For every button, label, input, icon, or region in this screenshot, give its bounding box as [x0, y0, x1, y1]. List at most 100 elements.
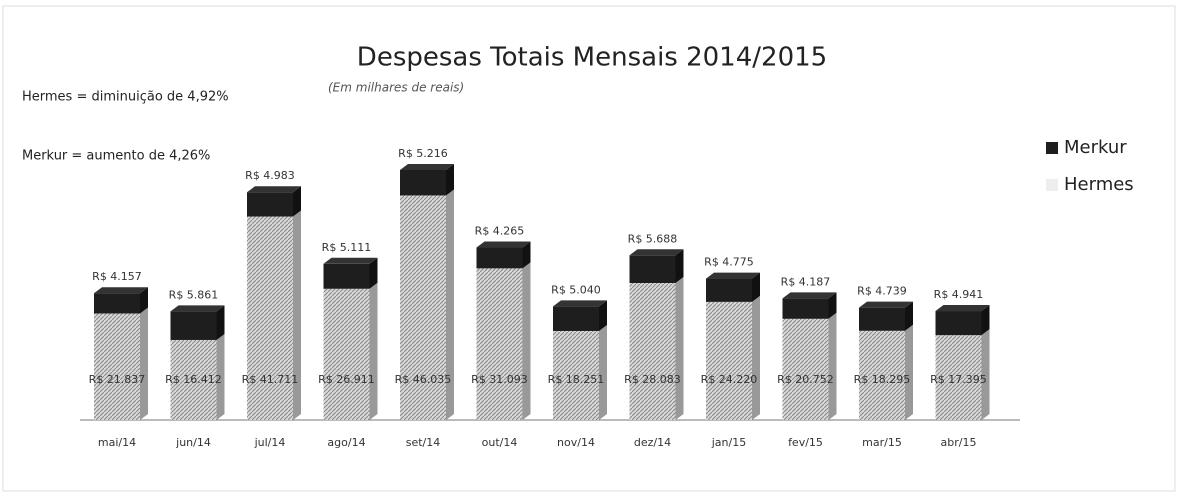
bar-top	[400, 164, 454, 170]
bar	[629, 255, 676, 284]
bar-side	[522, 262, 531, 420]
bar	[782, 318, 829, 420]
bar-top	[94, 287, 148, 294]
bar-side	[599, 324, 607, 420]
x-tick-label: mai/14	[98, 436, 136, 449]
legend-label: Merkur	[1064, 137, 1127, 158]
data-label: R$ 4.941	[934, 288, 984, 301]
bar-side	[828, 292, 837, 319]
data-label: R$ 5.216	[398, 147, 448, 160]
bar-top	[935, 305, 990, 312]
bar-side	[140, 307, 148, 420]
bar	[782, 298, 829, 319]
bar	[629, 283, 676, 420]
bar	[323, 288, 370, 420]
bar	[94, 293, 140, 314]
chart-title: Despesas Totais Mensais 2014/2015	[357, 43, 827, 73]
bar-side	[828, 312, 837, 420]
bar-side	[522, 241, 531, 269]
bar-top	[859, 301, 913, 308]
bar	[935, 311, 982, 336]
bar-side	[293, 210, 301, 420]
x-tick-label: fev/15	[788, 436, 823, 449]
bar-top	[476, 241, 531, 248]
bar	[706, 278, 752, 302]
x-tick-label: out/14	[482, 436, 518, 449]
bar	[170, 339, 217, 420]
bar	[706, 301, 752, 420]
bar-side	[599, 300, 607, 331]
x-tick-label: jun/14	[175, 436, 211, 449]
x-tick-label: ago/14	[327, 436, 365, 449]
data-label: R$ 4.775	[704, 256, 754, 269]
data-label: R$ 4.157	[92, 270, 142, 283]
legend-label: Hermes	[1064, 174, 1134, 195]
bar-side	[216, 333, 225, 420]
data-label: R$ 24.220	[701, 373, 758, 386]
bar-side	[446, 164, 454, 196]
bar	[400, 170, 446, 196]
bar-top	[553, 300, 607, 307]
bar	[859, 330, 905, 420]
legend-swatch	[1046, 142, 1058, 154]
data-label: R$ 17.395	[930, 373, 987, 386]
annotation: Merkur = aumento de 4,26%	[22, 149, 210, 164]
data-label: R$ 16.412	[165, 373, 222, 386]
bar	[94, 313, 140, 420]
legend-swatch	[1046, 179, 1058, 191]
data-label: R$ 41.711	[242, 373, 299, 386]
data-label: R$ 21.837	[89, 373, 146, 386]
data-label: R$ 28.083	[624, 373, 681, 386]
x-tick-label: jan/15	[711, 436, 746, 449]
bar-side	[981, 305, 990, 336]
bar-top	[170, 305, 225, 312]
bar	[476, 268, 523, 420]
data-label: R$ 18.251	[548, 373, 605, 386]
bar-side	[446, 189, 454, 420]
bar-side	[369, 282, 378, 420]
bar	[553, 306, 599, 331]
data-label: R$ 31.093	[471, 373, 528, 386]
bar-top	[247, 186, 301, 193]
bar-side	[369, 257, 378, 289]
bar-side	[293, 186, 301, 217]
bar	[170, 311, 217, 340]
x-tick-label: dez/14	[634, 436, 671, 449]
bar	[935, 335, 982, 420]
bar-side	[981, 329, 990, 420]
x-tick-label: set/14	[406, 436, 441, 449]
bar	[476, 247, 523, 269]
bar-top	[706, 272, 760, 279]
x-tick-label: jul/14	[254, 436, 286, 449]
bar-side	[140, 287, 148, 314]
bar-side	[675, 249, 684, 284]
bar	[553, 330, 599, 420]
frame	[2, 5, 1176, 492]
bar-top	[629, 249, 684, 256]
data-label: R$ 4.265	[475, 225, 525, 238]
bar-side	[216, 305, 225, 340]
annotation: Hermes = diminuição de 4,92%	[22, 90, 229, 105]
bar-top	[782, 292, 837, 299]
x-tick-label: mar/15	[862, 436, 902, 449]
data-label: R$ 4.187	[781, 275, 831, 288]
data-label: R$ 46.035	[395, 373, 452, 386]
bar-side	[752, 295, 760, 420]
data-label: R$ 20.752	[777, 373, 834, 386]
data-label: R$ 18.295	[854, 373, 911, 386]
data-label: R$ 5.861	[169, 288, 219, 301]
chart-subtitle: (Em milhares de reais)	[328, 81, 464, 95]
bar	[859, 307, 905, 331]
bar-side	[752, 272, 760, 302]
data-label: R$ 5.040	[551, 283, 601, 296]
bar	[400, 195, 446, 420]
data-label: R$ 26.911	[318, 373, 375, 386]
bar-top	[323, 257, 378, 264]
bar	[323, 263, 370, 289]
data-label: R$ 4.739	[857, 285, 907, 298]
data-label: R$ 4.983	[245, 169, 295, 182]
x-tick-label: nov/14	[557, 436, 595, 449]
x-tick-label: abr/15	[941, 436, 977, 449]
data-label: R$ 5.688	[628, 232, 678, 245]
